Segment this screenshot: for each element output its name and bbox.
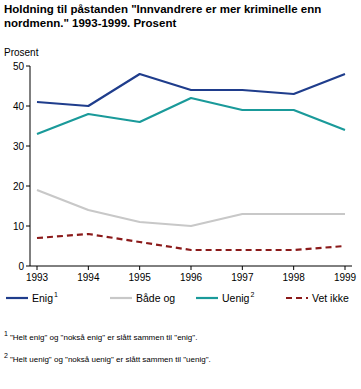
x-tick-label: 1999	[334, 272, 357, 283]
x-tick-label: 1997	[231, 272, 254, 283]
x-tick	[293, 266, 294, 270]
x-tick-label: 1996	[180, 272, 203, 283]
x-tick	[191, 266, 192, 270]
chart-title: Holdning til påstanden "Innvandrere er m…	[4, 2, 354, 30]
chart: Prosent 0 10 20 30 40 50 1993 1994 1995 1996 1997 19…	[0, 0, 361, 389]
legend-swatch	[110, 297, 132, 299]
series-line	[37, 74, 345, 106]
y-axis-label: Prosent	[4, 47, 39, 58]
x-tick-label: 1993	[26, 272, 49, 283]
y-tick-label: 20	[13, 181, 25, 192]
legend-label: Enig	[32, 292, 53, 304]
y-tick-label: 40	[13, 101, 25, 112]
y-axis-line	[30, 66, 31, 266]
x-tick	[37, 266, 38, 270]
x-tick	[242, 266, 243, 270]
y-tick-label: 30	[13, 141, 25, 152]
x-tick	[139, 266, 140, 270]
footnote-text: "Helt uenig" og "nokså uenig" er slått s…	[10, 355, 211, 364]
series-line	[37, 234, 345, 250]
y-tick	[26, 266, 30, 267]
legend-label: Både og	[136, 292, 175, 304]
y-tick	[26, 146, 30, 147]
x-tick-label: 1998	[283, 272, 306, 283]
x-tick	[88, 266, 89, 270]
series-line	[37, 190, 345, 226]
legend-swatch	[6, 297, 28, 299]
legend-footnote-mark: 1	[54, 291, 58, 298]
legend-swatch	[196, 297, 218, 299]
legend-label: Vet ikke	[312, 292, 349, 304]
y-tick-label: 10	[13, 221, 25, 232]
legend-swatch	[286, 297, 308, 299]
y-tick-label: 50	[13, 61, 25, 72]
legend-footnote-mark: 2	[250, 291, 254, 298]
footnote-mark: 1	[4, 330, 8, 337]
y-tick-label: 0	[18, 261, 24, 272]
legend-label: Uenig	[222, 292, 250, 304]
footnote-mark: 2	[4, 352, 8, 359]
x-tick-label: 1994	[77, 272, 100, 283]
y-tick	[26, 226, 30, 227]
footnote-text: "Helt enig" og "nokså enig" er slått sam…	[10, 333, 197, 342]
x-tick-label: 1995	[129, 272, 152, 283]
x-tick	[345, 266, 346, 270]
y-tick	[26, 186, 30, 187]
series-group	[37, 74, 345, 250]
y-tick	[26, 106, 30, 107]
series-line	[37, 98, 345, 134]
y-tick	[26, 66, 30, 67]
